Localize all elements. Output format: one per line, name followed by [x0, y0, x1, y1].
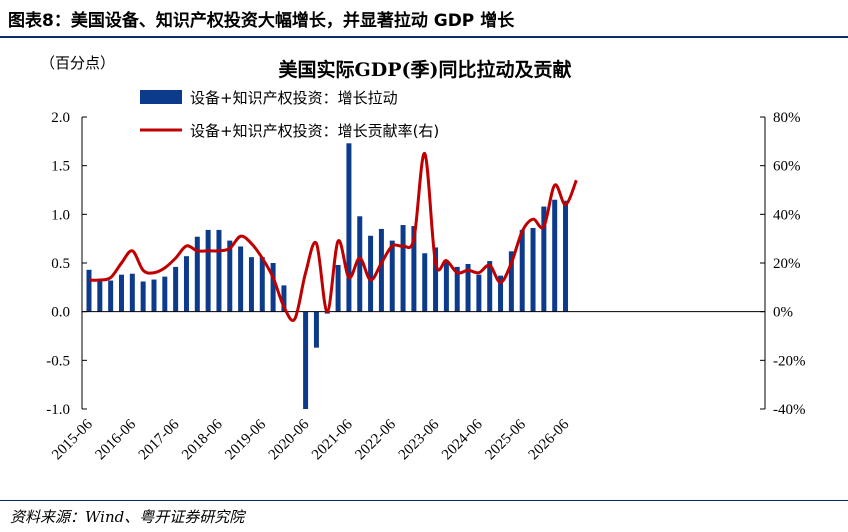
bar — [129, 273, 135, 312]
x-tick-label: 2024-06 — [439, 416, 486, 463]
bar — [151, 279, 157, 312]
left-tick-label: 2.0 — [51, 110, 70, 126]
x-tick-label: 2021-06 — [309, 416, 356, 463]
source-note: 资料来源：Wind、粤开证券研究院 — [10, 508, 245, 526]
bar — [97, 279, 103, 312]
left-tick-label: 1.0 — [51, 207, 70, 223]
bar — [498, 275, 504, 312]
left-tick-label: -0.5 — [46, 353, 70, 369]
left-tick-label: 0.0 — [51, 305, 70, 321]
chart: 美国实际GDP(季)同比拉动及贡献 （百分点） 设备+知识产权投资：增长拉动 设… — [40, 54, 806, 463]
right-tick-label: 60% — [773, 159, 801, 175]
bar — [465, 263, 471, 312]
bar — [400, 225, 406, 312]
x-tick-label: 2020-06 — [266, 416, 313, 463]
x-tick-label: 2015-06 — [49, 416, 96, 463]
bar — [563, 200, 569, 312]
right-tick-label: -40% — [773, 402, 806, 418]
x-tick-label: 2019-06 — [222, 416, 269, 463]
legend-bar-swatch — [140, 90, 182, 104]
bar — [118, 274, 124, 312]
left-tick-label: 1.5 — [51, 159, 70, 175]
bar — [476, 274, 482, 312]
bar — [248, 257, 254, 312]
bar — [487, 261, 493, 312]
x-tick-label: 2016-06 — [92, 416, 139, 463]
bar — [378, 228, 384, 312]
bar — [227, 240, 233, 312]
bar — [313, 311, 319, 348]
bar — [259, 257, 265, 312]
bar — [194, 236, 200, 312]
bar — [270, 263, 276, 312]
x-tick-label: 2018-06 — [179, 416, 226, 463]
right-tick-label: 80% — [773, 110, 801, 126]
bar — [346, 143, 352, 312]
bar — [422, 253, 428, 312]
bar — [541, 206, 547, 312]
bar — [216, 229, 222, 312]
legend-bar-label: 设备+知识产权投资：增长拉动 — [190, 89, 398, 107]
left-tick-label: 0.5 — [51, 256, 70, 272]
x-tick-label: 2023-06 — [396, 416, 443, 463]
bar — [108, 280, 114, 312]
bar — [357, 216, 363, 312]
bar — [205, 229, 211, 312]
source-rule — [0, 500, 848, 501]
bar — [281, 285, 287, 312]
bar — [140, 281, 146, 312]
left-tick-label: -1.0 — [46, 402, 70, 418]
x-tick-label: 2025-06 — [482, 416, 529, 463]
bar — [389, 240, 395, 312]
chart-title: 美国实际GDP(季)同比拉动及贡献 — [279, 58, 572, 81]
right-tick-label: -20% — [773, 353, 806, 369]
bar — [552, 199, 558, 312]
legend-line-label: 设备+知识产权投资：增长贡献率(右) — [190, 122, 439, 140]
bar — [411, 226, 417, 312]
bar — [86, 269, 92, 312]
bar — [519, 229, 525, 312]
bar — [162, 276, 168, 312]
bar — [508, 251, 514, 312]
x-tick-label: 2017-06 — [136, 416, 183, 463]
bar — [454, 266, 460, 312]
right-tick-label: 40% — [773, 207, 801, 223]
legend: 设备+知识产权投资：增长拉动 设备+知识产权投资：增长贡献率(右) — [140, 89, 439, 140]
bar — [183, 256, 189, 312]
y-unit-label: （百分点） — [40, 54, 115, 72]
right-tick-label: 0% — [773, 305, 793, 321]
figure-title: 图表8：美国设备、知识产权投资大幅增长，并显著拉动 GDP 增长 — [8, 11, 515, 31]
bar — [433, 247, 439, 312]
bar — [530, 227, 536, 312]
x-tick-label: 2022-06 — [352, 416, 399, 463]
bar — [303, 311, 309, 409]
bar — [173, 266, 179, 312]
bar — [335, 264, 341, 312]
bar — [443, 261, 449, 312]
contribution-line — [88, 151, 578, 322]
bar-series — [86, 143, 569, 409]
bar — [238, 246, 244, 312]
right-tick-label: 20% — [773, 256, 801, 272]
x-tick-label: 2026-06 — [526, 416, 573, 463]
title-rule — [0, 36, 848, 38]
bar — [368, 235, 374, 312]
